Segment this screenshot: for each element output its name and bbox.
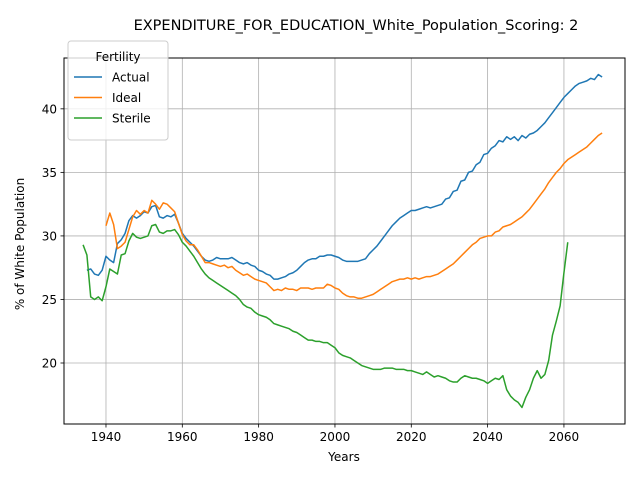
legend-title: Fertility — [95, 50, 140, 64]
legend-label-actual: Actual — [112, 71, 150, 85]
x-tick-label: 2000 — [320, 430, 351, 444]
legend-label-ideal: Ideal — [112, 91, 141, 105]
y-tick-label: 35 — [42, 166, 57, 180]
series-line-ideal — [105, 132, 603, 299]
y-tick-label: 30 — [42, 229, 57, 243]
x-axis: 1940 1960 1980 2000 2020 2040 2060 — [91, 424, 580, 444]
legend-box — [67, 40, 169, 141]
x-axis-label: Years — [327, 450, 360, 464]
x-tick-label: 1940 — [91, 430, 122, 444]
chart-title: EXPENDITURE_FOR_EDUCATION_White_Populati… — [134, 18, 579, 34]
x-tick-label: 1960 — [167, 430, 198, 444]
series-line-sterile — [82, 223, 569, 409]
x-tick-label: 2040 — [472, 430, 503, 444]
x-tick-label: 2020 — [396, 430, 427, 444]
series-line-actual — [86, 73, 603, 280]
y-tick-label: 25 — [42, 293, 57, 307]
y-axis-label: % of White Population — [13, 178, 27, 310]
plot-lines — [82, 73, 603, 409]
x-tick-label: 1980 — [243, 430, 274, 444]
legend-label-sterile: Sterile — [112, 112, 151, 126]
y-axis: 20 25 30 35 40 — [42, 102, 64, 371]
legend: Fertility Actual Ideal Sterile — [67, 40, 169, 141]
x-tick-label: 2060 — [549, 430, 580, 444]
legend-items: Actual Ideal Sterile — [74, 71, 151, 126]
plot-frame — [63, 57, 626, 425]
y-tick-label: 40 — [42, 102, 57, 116]
y-tick-label: 20 — [42, 357, 57, 371]
